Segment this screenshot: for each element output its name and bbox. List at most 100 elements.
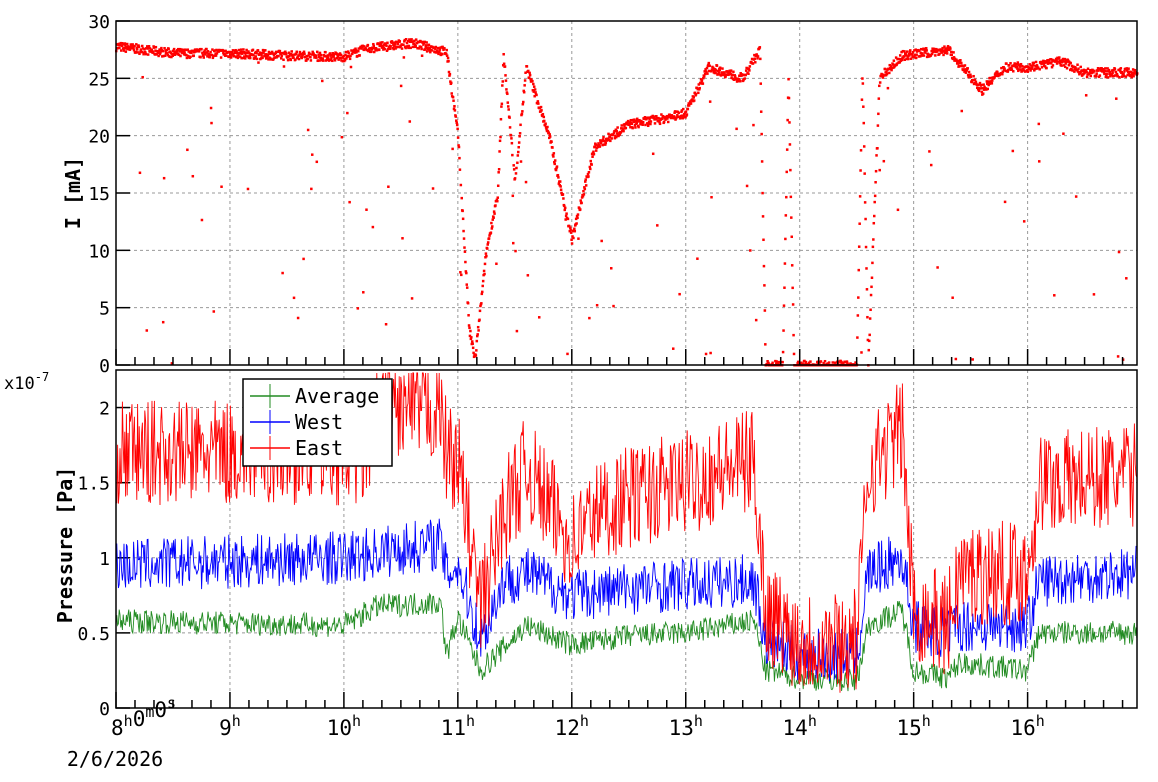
- current-point: [381, 44, 385, 48]
- current-point: [964, 71, 968, 74]
- current-point: [169, 50, 172, 53]
- current-point: [1120, 70, 1124, 74]
- current-point: [1003, 67, 1006, 70]
- current-point: [211, 56, 215, 60]
- current-point: [866, 315, 869, 319]
- current-point: [593, 145, 597, 148]
- current-point: [455, 121, 458, 124]
- current-point: [598, 145, 602, 148]
- current-point: [701, 82, 705, 85]
- current-point: [591, 155, 594, 158]
- current-point: [389, 44, 392, 48]
- current-point: [388, 45, 391, 49]
- current-point: [344, 50, 348, 54]
- current-point: [208, 55, 211, 59]
- current-point: [637, 125, 640, 129]
- current-point: [126, 47, 129, 51]
- current-point: [119, 44, 122, 47]
- current-point: [952, 51, 955, 54]
- current-point: [785, 148, 789, 151]
- current-point: [543, 124, 547, 127]
- current-point: [620, 127, 623, 130]
- current-point: [1104, 67, 1107, 70]
- current-point: [1000, 66, 1003, 70]
- current-point: [372, 42, 375, 46]
- current-point: [692, 96, 696, 99]
- current-point: [173, 50, 176, 54]
- current-point: [878, 81, 882, 84]
- current-point: [733, 75, 737, 78]
- current-point: [831, 361, 835, 364]
- current-point: [1088, 71, 1092, 74]
- current-point: [285, 52, 288, 56]
- current-point: [615, 129, 618, 133]
- current-point: [904, 52, 907, 55]
- current-point: [418, 45, 422, 48]
- current-point: [639, 122, 642, 126]
- current-point: [148, 47, 152, 50]
- current-point: [506, 101, 510, 104]
- current-point: [1089, 74, 1093, 78]
- y-tick-label: 1.5: [77, 474, 110, 495]
- current-point: [1084, 69, 1087, 72]
- current-point: [566, 352, 569, 356]
- current-point: [859, 149, 863, 152]
- current-point: [644, 123, 647, 127]
- current-point: [1062, 64, 1066, 67]
- current-point: [983, 85, 986, 89]
- current-point: [1130, 71, 1134, 75]
- current-point: [1094, 74, 1098, 78]
- current-point: [170, 362, 174, 365]
- current-point: [537, 316, 541, 319]
- current-point: [238, 52, 242, 55]
- current-point: [176, 47, 180, 51]
- current-point: [707, 63, 710, 67]
- current-point: [147, 45, 151, 48]
- current-point: [292, 296, 296, 300]
- current-point: [628, 121, 632, 124]
- current-point: [284, 50, 287, 53]
- current-point: [1063, 60, 1066, 63]
- current-point: [157, 50, 161, 53]
- current-point: [296, 316, 300, 320]
- current-point: [1010, 68, 1014, 71]
- current-point: [1049, 58, 1053, 61]
- current-point: [416, 46, 419, 50]
- current-point: [425, 50, 429, 53]
- current-point: [137, 45, 141, 49]
- current-point: [761, 215, 765, 218]
- current-point: [563, 206, 567, 210]
- current-point: [455, 123, 459, 127]
- current-point: [864, 245, 868, 249]
- current-point: [931, 50, 935, 54]
- current-point: [438, 48, 442, 51]
- current-point: [939, 50, 943, 53]
- current-point: [204, 53, 207, 56]
- current-point: [347, 52, 350, 55]
- current-point: [864, 217, 867, 221]
- current-point: [1071, 69, 1074, 72]
- current-point: [1092, 293, 1096, 296]
- current-point: [328, 52, 332, 55]
- current-point: [313, 56, 316, 59]
- current-point: [281, 51, 285, 55]
- current-point: [895, 62, 899, 65]
- current-point: [434, 45, 438, 49]
- current-point: [446, 56, 450, 60]
- y-tick-label: 5: [99, 299, 110, 320]
- current-point: [782, 304, 786, 307]
- current-point: [320, 58, 324, 62]
- current-point: [987, 83, 990, 87]
- current-point: [1007, 68, 1010, 72]
- current-point: [1127, 72, 1131, 75]
- current-point: [469, 337, 473, 341]
- current-point: [132, 46, 135, 50]
- current-point: [145, 329, 149, 332]
- legend-label-west: West: [295, 410, 343, 434]
- current-point: [704, 352, 708, 356]
- y-tick-label: 20: [88, 127, 110, 148]
- current-point: [676, 113, 679, 117]
- current-point: [649, 120, 653, 123]
- current-point: [353, 51, 357, 54]
- current-point: [472, 351, 475, 355]
